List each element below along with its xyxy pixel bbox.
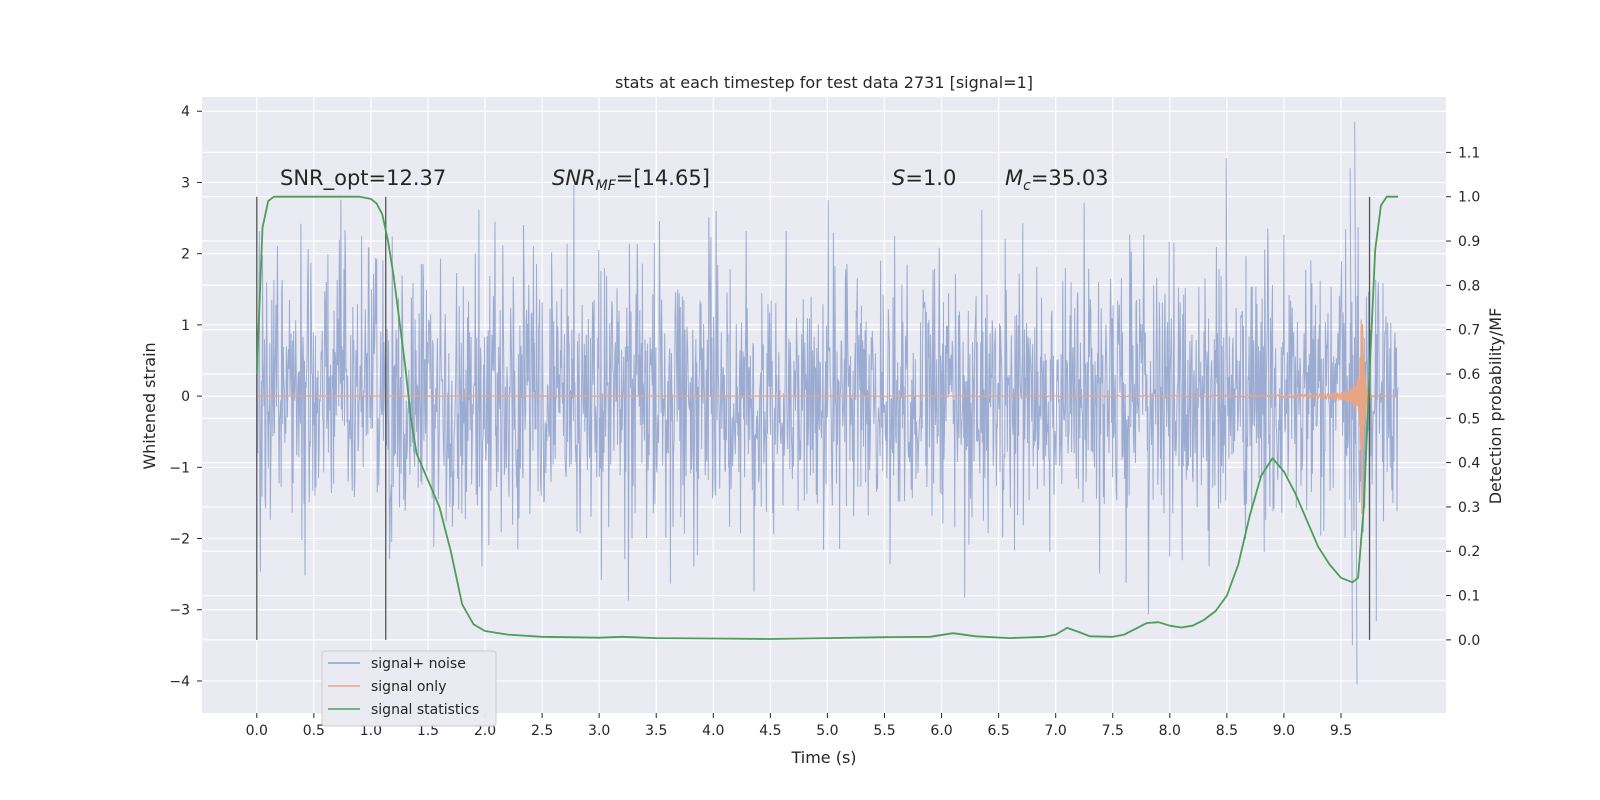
annotation-snr-mf-sub: MF [596, 178, 617, 194]
left-y-tick-label: 1 [181, 318, 190, 334]
right-y-tick-label: 0.8 [1458, 278, 1480, 294]
x-tick-label: 4.5 [759, 723, 781, 739]
x-tick-label: 0.5 [303, 723, 325, 739]
right-y-tick-label: 0.3 [1458, 500, 1480, 516]
legend-label-signal: signal only [371, 679, 446, 695]
annotation-mc-sub: c [1023, 178, 1031, 194]
x-tick-label: 2.5 [531, 723, 553, 739]
right-y-axis-ticks: 1.1 1.0 0.9 0.8 0.7 0.6 0.5 0.4 0.3 0.2 0.1 0.0 [1446, 145, 1480, 649]
right-y-axis-title: Detection probability/MF [1486, 308, 1505, 505]
x-tick-label: 0.0 [246, 723, 268, 739]
x-tick-label: 3.0 [588, 723, 610, 739]
left-y-tick-label: −3 [169, 603, 190, 619]
legend-label-noise: signal+ noise [371, 656, 466, 672]
chart-title: stats at each timestep for test data 273… [615, 73, 1033, 92]
x-tick-label: 1.5 [417, 723, 439, 739]
x-tick-label: 5.0 [816, 723, 838, 739]
right-y-tick-label: 0.6 [1458, 367, 1480, 383]
x-tick-label: 9.0 [1273, 723, 1295, 739]
annotation-snr-mf-value: =[14.65] [616, 166, 710, 190]
left-y-tick-label: −2 [169, 532, 190, 548]
signal-statistics-line [255, 195, 1399, 640]
annotation-s: S=1.0 [892, 166, 956, 190]
x-axis-title: Time (s) [790, 748, 856, 767]
x-tick-label: 5.5 [873, 723, 895, 739]
signal-only-series [256, 319, 1399, 514]
legend-box [321, 650, 497, 727]
left-y-tick-label: 2 [181, 247, 190, 263]
x-tick-label: 6.5 [987, 723, 1009, 739]
left-y-tick-label: −1 [169, 460, 190, 476]
annotation-mc: Mc=35.03 [1005, 166, 1109, 194]
x-tick-label: 2.0 [474, 723, 496, 739]
right-y-tick-label: 1.1 [1458, 145, 1480, 161]
right-y-tick-label: 1.0 [1458, 190, 1480, 206]
right-y-tick-label: 0.4 [1458, 456, 1480, 472]
left-y-tick-label: 4 [181, 104, 190, 120]
right-y-tick-label: 0.0 [1458, 633, 1480, 649]
left-y-axis-ticks: 4 3 2 1 0 −1 −2 −3 −4 [169, 104, 202, 690]
left-y-tick-label: 3 [181, 175, 190, 191]
right-y-tick-label: 0.2 [1458, 544, 1480, 560]
annotation-snr-opt: SNR_opt=12.37 [280, 166, 446, 191]
right-y-tick-label: 0.7 [1458, 323, 1480, 339]
x-tick-label: 8.5 [1216, 723, 1238, 739]
x-axis-ticks: 0.0 0.5 1.0 1.5 2.0 2.5 3.0 3.5 4.0 4.5 5.0 5.5 6.0 6… [246, 713, 1352, 739]
signal-statistics-series [255, 195, 1399, 640]
x-tick-label: 4.0 [702, 723, 724, 739]
x-tick-label: 7.5 [1102, 723, 1124, 739]
signal-only-line [256, 319, 1399, 514]
annotation-s-value: =1.0 [905, 166, 956, 190]
left-y-tick-label: 0 [181, 389, 190, 405]
x-tick-label: 3.5 [645, 723, 667, 739]
x-tick-label: 8.0 [1159, 723, 1181, 739]
right-y-tick-label: 0.9 [1458, 234, 1480, 250]
annotation-snr-mf: SNRMF=[14.65] [552, 166, 710, 194]
vertical-marker-lines [256, 196, 1371, 640]
legend: signal+ noise signal only signal statist… [321, 650, 497, 727]
annotation-s-main: S [892, 166, 905, 190]
left-y-tick-label: −4 [169, 674, 190, 690]
right-y-tick-label: 0.1 [1458, 589, 1480, 605]
x-tick-label: 6.0 [930, 723, 952, 739]
left-y-axis-title: Whitened strain [140, 342, 159, 469]
x-tick-label: 7.0 [1045, 723, 1067, 739]
annotation-mc-main: M [1005, 166, 1023, 190]
x-tick-label: 1.0 [360, 723, 382, 739]
legend-label-stats: signal statistics [371, 702, 479, 718]
annotation-snr-mf-main: SNR [552, 166, 596, 190]
x-tick-label: 9.5 [1330, 723, 1352, 739]
annotation-mc-value: =35.03 [1031, 166, 1109, 190]
right-y-tick-label: 0.5 [1458, 411, 1480, 427]
